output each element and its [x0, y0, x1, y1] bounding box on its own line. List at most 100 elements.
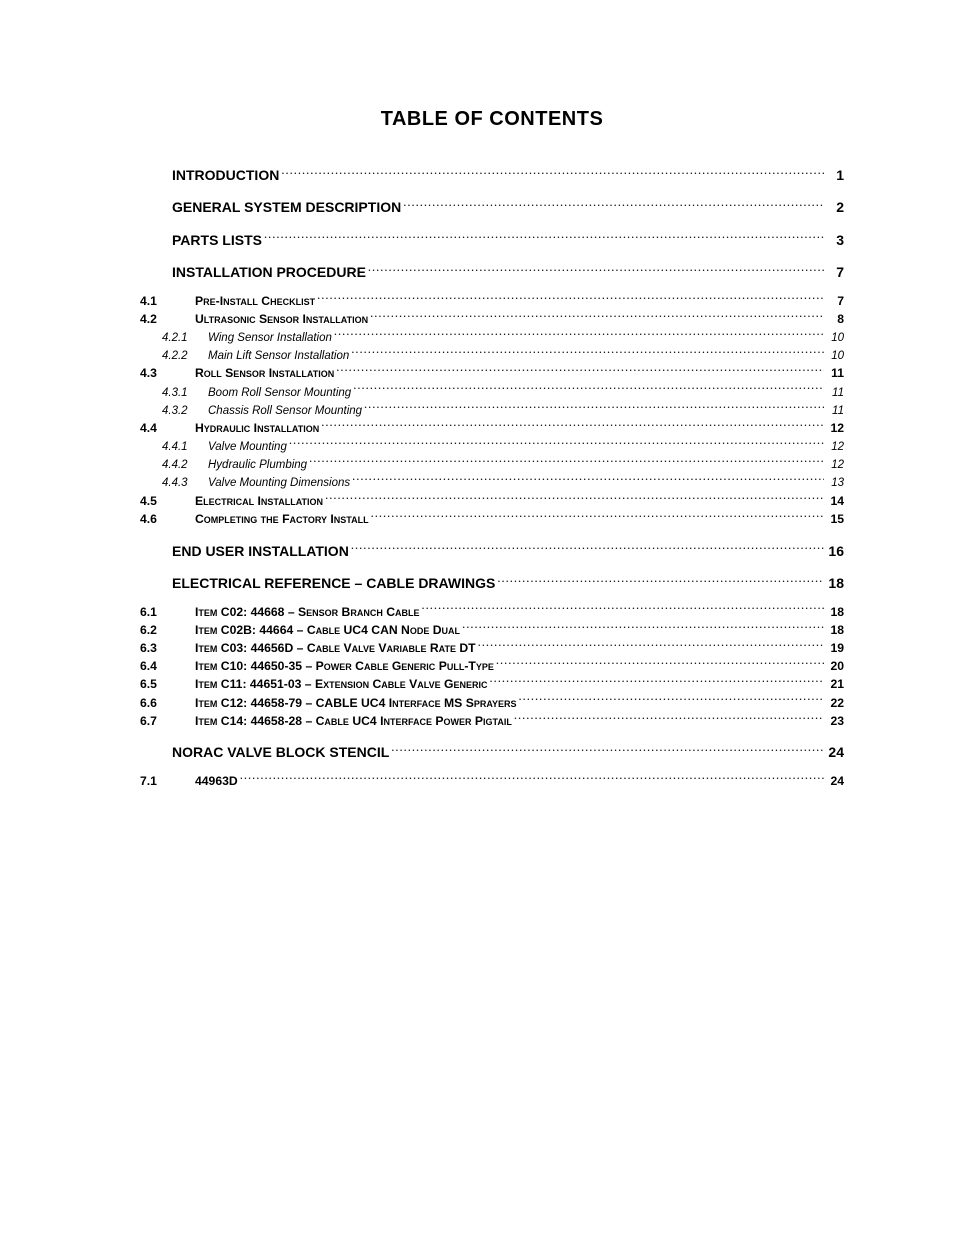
toc-dot-leader [519, 694, 824, 707]
toc-entry-number: 4.4 [140, 420, 195, 438]
toc-entry-label: Item C14: 44658-28 – Cable UC4 Interface… [195, 713, 512, 731]
toc-entry: 4.4.1Valve Mounting12 [162, 438, 844, 456]
toc-entry-page: 22 [826, 695, 844, 713]
toc-entry-label: Item C03: 44656D – Cable Valve Variable … [195, 640, 476, 658]
toc-dot-leader [422, 603, 824, 616]
toc-entry: GENERAL SYSTEM DESCRIPTION2 [172, 197, 844, 217]
toc-entry: 4.2.2Main Lift Sensor Installation10 [162, 347, 844, 365]
toc-entry-label: Electrical Installation [195, 493, 323, 511]
toc-entry-number: 4.2.2 [162, 348, 208, 365]
toc-dot-leader [321, 419, 824, 432]
toc-entry-label: ELECTRICAL REFERENCE – CABLE DRAWINGS [172, 573, 495, 593]
toc-entry-number: 4.3 [140, 365, 195, 383]
toc-entry: 4.2Ultrasonic Sensor Installation8 [140, 310, 844, 328]
toc-entry-page: 15 [826, 511, 844, 529]
toc-entry-page: 10 [826, 330, 844, 347]
toc-entry-number: 6.2 [140, 622, 195, 640]
toc-entry-label: Item C02: 44668 – Sensor Branch Cable [195, 604, 420, 622]
toc-dot-leader [352, 474, 824, 487]
toc-dot-leader [325, 492, 824, 505]
toc-entry-page: 24 [826, 773, 844, 791]
toc-entry-number: 6.1 [140, 604, 195, 622]
toc-entry-label: Hydraulic Plumbing [208, 457, 307, 474]
toc-entry: 6.5Item C11: 44651-03 – Extension Cable … [140, 676, 844, 694]
toc-entry: 4.3Roll Sensor Installation11 [140, 365, 844, 383]
toc-entry-page: 7 [826, 293, 844, 311]
toc-entry-label: Pre-Install Checklist [195, 293, 315, 311]
toc-entry-label: Item C12: 44658-79 – CABLE UC4 Interface… [195, 695, 517, 713]
toc-entry: 6.4Item C10: 44650-35 – Power Cable Gene… [140, 658, 844, 676]
toc-entry: 4.1Pre-Install Checklist7 [140, 292, 844, 310]
toc-entry-label: Item C10: 44650-35 – Power Cable Generic… [195, 658, 494, 676]
toc-dot-leader [462, 621, 824, 634]
toc-entry: 4.4.2Hydraulic Plumbing 12 [162, 456, 844, 474]
toc-entry: 4.3.2Chassis Roll Sensor Mounting11 [162, 401, 844, 419]
toc-entry: END USER INSTALLATION 16 [172, 541, 844, 561]
toc-dot-leader [336, 365, 824, 378]
toc-dot-leader [403, 200, 824, 213]
toc-dot-leader [364, 401, 824, 414]
toc-entry: NORAC VALVE BLOCK STENCIL24 [172, 742, 844, 762]
toc-entry-label: Valve Mounting Dimensions [208, 475, 350, 492]
toc-entry-number: 4.4.2 [162, 457, 208, 474]
toc-entry: 6.7Item C14: 44658-28 – Cable UC4 Interf… [140, 712, 844, 730]
toc-entry-page: 16 [826, 541, 844, 561]
toc-entry-label: END USER INSTALLATION [172, 541, 349, 561]
toc-dot-leader [351, 543, 824, 556]
toc-entry: INSTALLATION PROCEDURE 7 [172, 262, 844, 282]
toc-dot-leader [351, 347, 824, 360]
toc-entry-label: Main Lift Sensor Installation [208, 348, 349, 365]
toc-entry-label: 44963D [195, 773, 238, 791]
toc-entry-number: 6.6 [140, 695, 195, 713]
toc-entry-label: Valve Mounting [208, 439, 287, 456]
toc-entry-label: Ultrasonic Sensor Installation [195, 311, 368, 329]
toc-dot-leader [317, 292, 824, 305]
toc-entry-page: 21 [826, 676, 844, 694]
toc-entry: 4.2.1Wing Sensor Installation 10 [162, 329, 844, 347]
toc-entry: 7.144963D 24 [140, 773, 844, 791]
toc-entry-page: 12 [826, 457, 844, 474]
toc-entry: ELECTRICAL REFERENCE – CABLE DRAWINGS 18 [172, 573, 844, 593]
table-of-contents: INTRODUCTION1GENERAL SYSTEM DESCRIPTION2… [140, 165, 844, 791]
toc-dot-leader [264, 232, 824, 245]
toc-entry-page: 12 [826, 420, 844, 438]
toc-entry-number: 6.3 [140, 640, 195, 658]
toc-entry-page: 11 [826, 403, 844, 420]
toc-entry-page: 19 [826, 640, 844, 658]
toc-entry-number: 4.3.1 [162, 385, 208, 402]
toc-dot-leader [371, 510, 824, 523]
toc-dot-leader [368, 264, 824, 277]
toc-entry: 4.3.1Boom Roll Sensor Mounting11 [162, 383, 844, 401]
toc-entry: 6.2Item C02B: 44664 – Cable UC4 CAN Node… [140, 621, 844, 639]
toc-entry-label: Chassis Roll Sensor Mounting [208, 403, 362, 420]
toc-entry-label: GENERAL SYSTEM DESCRIPTION [172, 197, 401, 217]
toc-entry-label: PARTS LISTS [172, 230, 262, 250]
toc-entry-page: 18 [826, 622, 844, 640]
toc-dot-leader [334, 329, 824, 342]
toc-entry-number: 7.1 [140, 773, 195, 791]
toc-entry-page: 8 [826, 311, 844, 329]
toc-entry-page: 3 [826, 230, 844, 250]
toc-entry-page: 12 [826, 439, 844, 456]
toc-entry-number: 4.5 [140, 493, 195, 511]
toc-entry-label: Hydraulic Installation [195, 420, 319, 438]
toc-entry-page: 18 [826, 573, 844, 593]
toc-entry-number: 4.4.3 [162, 475, 208, 492]
toc-entry: 4.6Completing the Factory Install15 [140, 510, 844, 528]
toc-dot-leader [478, 639, 824, 652]
toc-entry-page: 11 [826, 385, 844, 402]
toc-entry-page: 20 [826, 658, 844, 676]
toc-entry-page: 14 [826, 493, 844, 511]
toc-dot-leader [353, 383, 824, 396]
toc-entry-label: INSTALLATION PROCEDURE [172, 262, 366, 282]
toc-entry: 6.6Item C12: 44658-79 – CABLE UC4 Interf… [140, 694, 844, 712]
toc-entry-page: 13 [826, 475, 844, 492]
toc-entry-label: INTRODUCTION [172, 165, 279, 185]
toc-entry: INTRODUCTION1 [172, 165, 844, 185]
toc-entry-number: 4.6 [140, 511, 195, 529]
toc-dot-leader [240, 773, 824, 786]
toc-dot-leader [514, 712, 824, 725]
toc-entry-page: 7 [826, 262, 844, 282]
toc-entry-label: Wing Sensor Installation [208, 330, 332, 347]
toc-entry-number: 4.2.1 [162, 330, 208, 347]
